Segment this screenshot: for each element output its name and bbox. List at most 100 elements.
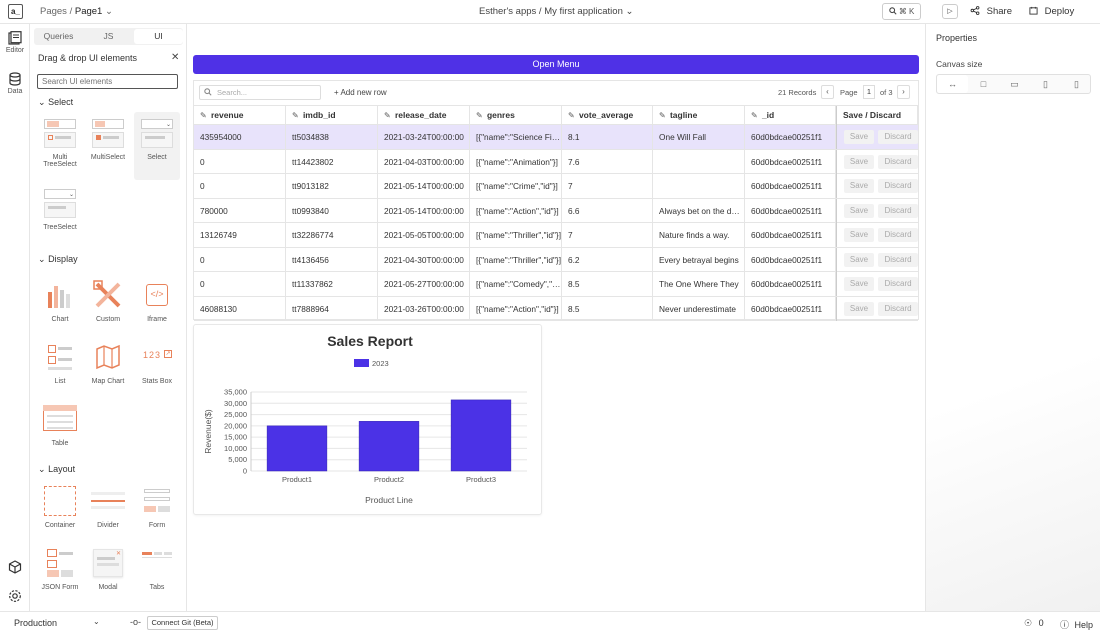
mobile-icon[interactable]: ▯ [1074,79,1079,89]
debugger-button[interactable]: ☉ 0 [1024,618,1044,629]
application-name[interactable]: My first application [544,6,623,17]
section-select[interactable]: ⌄ Select [38,97,73,108]
table-cell-release-date[interactable]: 2021-04-30T00:00:00 [378,247,470,272]
widget-container[interactable]: Container [37,484,83,534]
table-cell-genres[interactable]: [{"name":"Action","id"}] [470,296,562,321]
table-cell-revenue[interactable]: 0 [194,149,286,174]
table-cell-vote-average[interactable]: 8.5 [562,272,653,296]
table-cell-genres[interactable]: [{"name":"Comedy","id"}] [470,272,562,296]
open-menu-button[interactable]: Open Menu [193,55,919,74]
save-button[interactable]: Save [844,301,874,316]
table-cell-tagline[interactable] [653,149,745,174]
table-cell-genres[interactable]: [{"name":"Crime","id"}] [470,174,562,198]
column-header[interactable]: ✎ imdb_id [286,106,378,125]
discard-button[interactable]: Discard [878,228,918,242]
page-number-input[interactable]: 1 [863,85,875,99]
table-cell-genres[interactable]: [{"name":"Thriller","id"}] [470,247,562,272]
save-button[interactable]: Save [844,252,874,267]
table-row[interactable]: 0 tt4136456 2021-04-30T00:00:00 [{"name":"T… [194,247,918,272]
table-cell-vote-average[interactable]: 8.1 [562,125,653,149]
table-row[interactable]: 46088130 tt7888964 2021-03-26T00:00:00 [{"n… [194,296,918,321]
table-cell-revenue[interactable]: 780000 [194,198,286,223]
environment-selector[interactable]: Production [14,618,58,628]
table-cell--id[interactable]: 60d0bdcae00251f1 [745,223,836,247]
save-button[interactable]: Save [844,154,874,169]
tab-queries[interactable]: Queries [43,31,74,41]
table-row[interactable]: 0 tt9013182 2021-05-14T00:00:00 [{"name":"C… [194,174,918,199]
fluid-width-icon[interactable]: ↔ [937,75,968,93]
discard-button[interactable]: Discard [878,203,918,218]
column-header[interactable]: ✎ genres [470,106,562,125]
omnibar-button[interactable]: ⌘ K [882,3,921,20]
save-button[interactable]: Save [844,277,874,291]
table-cell-revenue[interactable]: 13126749 [194,223,286,247]
table-cell-genres[interactable]: [{"name":"Action","id"}] [470,198,562,223]
chevron-down-icon[interactable]: ⌄ [625,6,634,17]
table-cell-genres[interactable]: [{"name":"Thriller","id"}] [470,223,562,247]
rail-item-settings[interactable] [0,589,30,605]
app-name-breadcrumb[interactable]: Esther's apps / My first application ⌄ [479,6,633,17]
widget-iframe[interactable]: </> Iframe [134,278,180,328]
widget-stats-box[interactable]: 123 ↗ Stats Box [134,340,180,390]
rail-item-editor[interactable]: Editor [0,31,30,54]
add-new-row-button[interactable]: + Add new row [334,88,387,97]
desktop-icon[interactable]: □ [980,79,987,89]
table-cell--id[interactable]: 60d0bdcae00251f1 [745,272,836,296]
table-search-input[interactable]: Search... [199,85,321,100]
save-button[interactable]: Save [844,228,874,242]
widget-tabs[interactable]: Tabs [134,546,180,596]
table-row[interactable]: 780000 tt0993840 2021-05-14T00:00:00 [{"nam… [194,198,918,223]
table-cell-vote-average[interactable]: 6.2 [562,247,653,272]
table-cell-revenue[interactable]: 0 [194,247,286,272]
discard-button[interactable]: Discard [878,130,918,144]
table-cell-revenue[interactable]: 0 [194,272,286,296]
tab-ui[interactable]: UI [134,29,183,44]
save-button[interactable]: Save [844,203,874,218]
preview-button[interactable]: ▷ [942,4,958,19]
table-cell-imdb-id[interactable]: tt7888964 [286,296,378,321]
table-cell-tagline[interactable]: The One Where They [653,272,745,296]
widget-json-form[interactable]: JSON Form [37,546,83,606]
table-cell-revenue[interactable]: 0 [194,174,286,198]
share-button[interactable]: Share [970,6,1012,17]
table-cell-vote-average[interactable]: 7.6 [562,149,653,174]
table-cell-imdb-id[interactable]: tt32286774 [286,223,378,247]
column-header[interactable]: ✎ vote_average [562,106,653,125]
table-cell--id[interactable]: 60d0bdcae00251f1 [745,174,836,198]
widget-modal[interactable]: ✕ Modal [85,546,131,596]
widget-multiselect[interactable]: MultiSelect [85,116,131,176]
table-cell-tagline[interactable]: One Will Fall [653,125,745,149]
appsmith-logo[interactable]: a_ [8,4,23,19]
sales-chart-widget[interactable]: Sales Report 2023 0 5,000 10,000 15,000 20,000… [193,324,542,515]
table-cell-vote-average[interactable]: 7 [562,174,653,198]
table-cell-tagline[interactable]: Nature finds a way. [653,223,745,247]
tab-js[interactable]: JS [103,31,114,41]
table-cell-revenue[interactable]: 435954000 [194,125,286,149]
widget-list[interactable]: List [37,340,83,390]
chevron-down-icon[interactable]: ⌄ [93,617,100,626]
widget-multi-treeselect[interactable]: Multi TreeSelect [37,116,83,176]
widget-search-input[interactable] [37,74,178,89]
widget-select[interactable]: ⌄ Select [134,112,180,180]
table-cell-tagline[interactable]: Always bet on the dead [653,198,745,223]
column-header[interactable]: ✎ revenue [194,106,286,125]
table-cell-imdb-id[interactable]: tt4136456 [286,247,378,272]
help-button[interactable]: ⓘ Help [1060,618,1093,631]
breadcrumb-pages[interactable]: Pages [40,6,67,17]
connect-git-button[interactable]: Connect Git (Beta) [147,616,218,630]
widget-divider[interactable]: Divider [85,484,131,534]
widget-custom[interactable]: Custom [85,278,131,328]
widget-chart[interactable]: Chart [37,278,83,328]
chevron-down-icon[interactable]: ⌄ [104,6,113,17]
column-header[interactable]: ✎ _id [745,106,836,125]
table-cell-vote-average[interactable]: 7 [562,223,653,247]
table-cell-release-date[interactable]: 2021-03-24T00:00:00 [378,125,470,149]
table-cell--id[interactable]: 60d0bdcae00251f1 [745,125,836,149]
table-cell-tagline[interactable]: Never underestimate [653,296,745,321]
table-cell-release-date[interactable]: 2021-03-26T00:00:00 [378,296,470,321]
close-icon[interactable]: ✕ [171,52,180,63]
next-page-button[interactable]: › [897,85,910,99]
table-cell-imdb-id[interactable]: tt9013182 [286,174,378,198]
discard-button[interactable]: Discard [878,301,918,316]
workspace-name[interactable]: Esther's apps [479,6,537,17]
